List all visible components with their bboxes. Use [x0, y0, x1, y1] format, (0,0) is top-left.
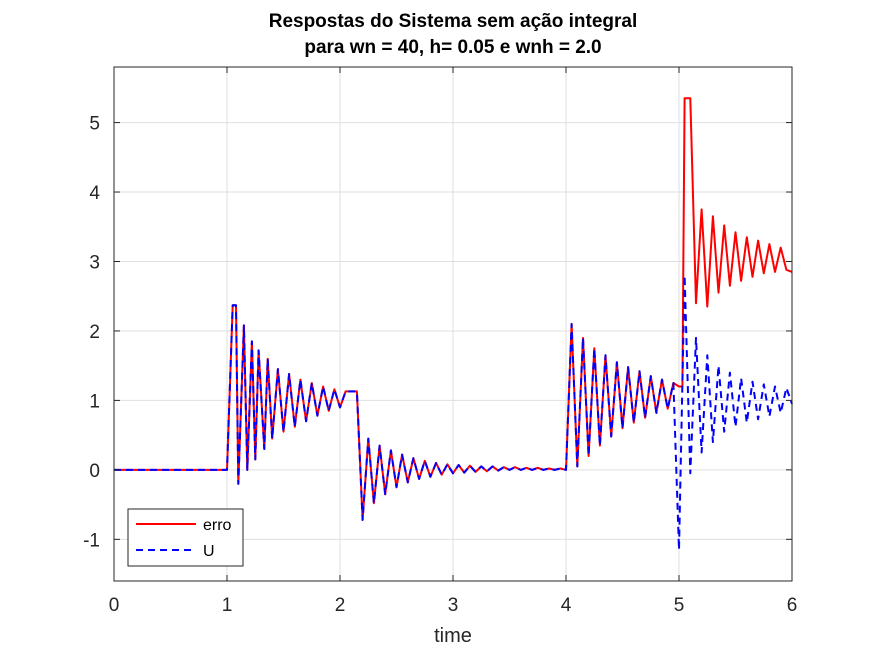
x-tick-label: 5	[674, 595, 685, 616]
y-tick-label: 0	[89, 461, 100, 482]
x-tick-label: 2	[335, 595, 346, 616]
y-tick-label: 1	[89, 391, 100, 412]
y-axis-ticks: -1 0 1 2 3 4 5	[83, 114, 792, 551]
y-tick-label: -1	[83, 530, 100, 551]
y-tick-label: 5	[89, 114, 100, 135]
legend: erro U	[127, 508, 244, 567]
x-axis-ticks: 0 1 2 3 4 5 6	[109, 67, 798, 616]
series-line-u	[114, 274, 793, 551]
x-tick-label: 4	[561, 595, 572, 616]
chart-title-line2: para wn = 40, h= 0.05 e wnh = 2.0	[304, 37, 601, 58]
x-axis-label: time	[434, 625, 472, 647]
y-tick-label: 3	[89, 252, 100, 273]
x-tick-label: 3	[448, 595, 459, 616]
chart-title-line1: Respostas do Sistema sem ação integral	[269, 11, 638, 32]
x-tick-label: 6	[787, 595, 798, 616]
legend-label-erro: erro	[203, 517, 232, 534]
series-layer	[114, 97, 793, 551]
x-tick-label: 0	[109, 595, 120, 616]
x-tick-label: 1	[222, 595, 233, 616]
y-tick-label: 4	[89, 183, 100, 204]
legend-label-u: U	[203, 543, 215, 560]
y-tick-label: 2	[89, 322, 100, 343]
legend-box	[127, 508, 244, 567]
